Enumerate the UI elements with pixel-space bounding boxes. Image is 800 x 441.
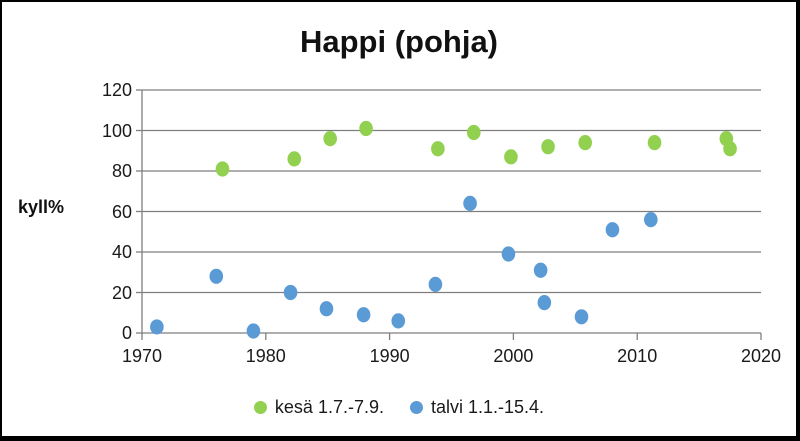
data-point-talvi — [356, 307, 371, 323]
data-point-talvi — [501, 246, 516, 262]
data-point-talvi — [391, 313, 406, 329]
y-tick-label: 40 — [111, 242, 132, 262]
data-point-talvi — [150, 319, 164, 335]
y-axis-title: kyll% — [18, 197, 65, 217]
legend-item-talvi: talvi 1.1.-15.4. — [410, 397, 544, 418]
data-point-talvi — [463, 195, 477, 211]
data-point-kesa — [578, 135, 593, 151]
data-point-kesa — [287, 151, 302, 167]
legend: kesä 1.7.-7.9. talvi 1.1.-15.4. — [2, 397, 796, 418]
legend-marker-kesa-icon — [253, 401, 267, 414]
data-point-kesa — [647, 135, 662, 151]
data-point-kesa — [323, 131, 337, 147]
data-point-kesa — [466, 124, 481, 141]
data-point-kesa — [723, 141, 737, 157]
data-point-kesa — [431, 141, 445, 157]
data-point-talvi — [644, 212, 658, 228]
legend-label-kesa: kesä 1.7.-7.9. — [274, 397, 384, 417]
legend-item-kesa: kesä 1.7.-7.9. — [253, 397, 384, 418]
data-point-talvi — [246, 323, 261, 339]
data-point-talvi — [209, 268, 224, 284]
data-point-kesa — [541, 139, 555, 155]
y-tick-label: 100 — [101, 120, 132, 141]
data-point-talvi — [533, 262, 548, 278]
x-tick-label: 2010 — [617, 346, 658, 366]
data-point-talvi — [319, 301, 334, 317]
data-point-kesa — [359, 120, 373, 137]
legend-marker-talvi-icon — [410, 401, 423, 414]
data-point-kesa — [215, 161, 230, 177]
x-tick-label: 2020 — [740, 346, 782, 366]
data-point-talvi — [574, 309, 589, 325]
data-point-talvi — [283, 284, 298, 301]
x-tick-label: 1990 — [369, 346, 410, 366]
y-tick-label: 20 — [111, 282, 132, 303]
y-tick-label: 120 — [101, 80, 132, 100]
data-point-talvi — [537, 295, 552, 311]
chart-title: Happi (pohja) — [299, 24, 499, 59]
x-tick-label: 1980 — [245, 346, 286, 366]
x-tick-label: 1970 — [121, 346, 163, 366]
y-tick-label: 60 — [111, 201, 132, 222]
data-point-talvi — [428, 276, 443, 292]
x-tick-label: 2000 — [493, 346, 534, 366]
y-tick-label: 80 — [111, 161, 132, 181]
legend-label-talvi: talvi 1.1.-15.4. — [431, 397, 545, 417]
y-tick-label: 0 — [121, 323, 132, 343]
data-point-kesa — [504, 149, 518, 165]
data-point-talvi — [605, 222, 620, 238]
